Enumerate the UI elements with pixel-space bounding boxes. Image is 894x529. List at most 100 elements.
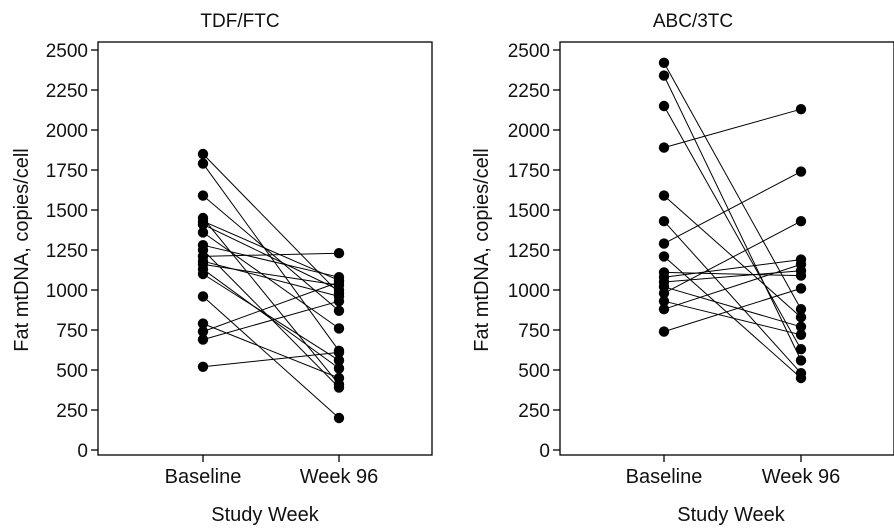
x-axis-label: Study Week bbox=[677, 504, 785, 526]
series-15 bbox=[658, 259, 807, 315]
y-tick-label: 2500 bbox=[46, 41, 88, 62]
y-tick-label: 2000 bbox=[508, 121, 550, 142]
series-14 bbox=[197, 268, 345, 366]
y-tick-label: 1500 bbox=[508, 201, 550, 222]
series-line bbox=[663, 220, 802, 294]
series-6 bbox=[658, 216, 807, 379]
series-line bbox=[663, 271, 802, 277]
series-line bbox=[663, 286, 802, 328]
series-16 bbox=[658, 283, 807, 337]
data-point-week-96 bbox=[795, 104, 807, 115]
series-line bbox=[663, 220, 802, 374]
data-point-week-96 bbox=[795, 216, 807, 227]
data-point-baseline bbox=[197, 190, 209, 201]
series-18 bbox=[197, 296, 345, 345]
series-line bbox=[663, 270, 802, 283]
data-point-baseline bbox=[658, 70, 670, 81]
y-tick-label: 1250 bbox=[46, 241, 88, 262]
series-14 bbox=[658, 296, 807, 340]
x-axis-label: Study Week bbox=[211, 504, 319, 526]
y-tick-label: 500 bbox=[518, 361, 550, 382]
data-point-baseline bbox=[197, 148, 209, 160]
series-8 bbox=[658, 251, 807, 384]
series-7 bbox=[658, 166, 807, 249]
series-line bbox=[202, 231, 340, 329]
data-point-week-96 bbox=[333, 355, 345, 366]
data-point-baseline bbox=[197, 318, 209, 329]
series-12 bbox=[197, 259, 345, 291]
y-tick-label: 2500 bbox=[508, 41, 550, 62]
series-10 bbox=[197, 248, 345, 262]
series-line bbox=[663, 195, 802, 318]
series-line bbox=[202, 296, 340, 419]
y-tick-label: 1500 bbox=[46, 201, 88, 222]
series-4 bbox=[197, 212, 345, 390]
data-point-week-96 bbox=[795, 344, 807, 355]
data-point-week-96 bbox=[333, 363, 345, 374]
data-point-baseline bbox=[658, 238, 670, 249]
data-point-baseline bbox=[658, 304, 670, 315]
y-axis-label: Fat mtDNA, copies/cell bbox=[471, 148, 493, 351]
series-line bbox=[663, 263, 802, 310]
data-point-week-96 bbox=[333, 347, 345, 358]
series-2 bbox=[658, 70, 807, 366]
data-point-baseline bbox=[197, 326, 209, 337]
series-line bbox=[663, 256, 802, 379]
series-line bbox=[202, 268, 340, 369]
x-tick-label: Baseline bbox=[626, 466, 703, 488]
series-17 bbox=[197, 276, 345, 337]
series-line bbox=[202, 351, 340, 368]
series-line bbox=[202, 323, 340, 379]
data-point-week-96 bbox=[795, 166, 807, 177]
data-point-week-96 bbox=[333, 382, 345, 393]
series-line bbox=[202, 263, 340, 286]
data-point-week-96 bbox=[795, 304, 807, 315]
y-tick-label: 2250 bbox=[46, 81, 88, 102]
data-point-baseline bbox=[197, 158, 209, 169]
series-1 bbox=[197, 148, 345, 299]
series-16 bbox=[197, 318, 345, 384]
series-19 bbox=[197, 347, 345, 372]
chart-panel-1: TDF/FTC 0 250 500 750 1000 1250 1500 1750 2000 225… bbox=[11, 11, 433, 526]
y-tick-label: 1000 bbox=[508, 281, 550, 302]
chart-panel-2: ABC/3TC 0 250 500 750 1000 1250 1500 1750 2000 225… bbox=[471, 11, 894, 526]
y-tick-label: 500 bbox=[56, 361, 88, 382]
data-point-baseline bbox=[658, 190, 670, 201]
data-point-baseline bbox=[658, 296, 670, 307]
y-tick-label: 0 bbox=[77, 441, 88, 462]
series-13 bbox=[658, 216, 807, 299]
series-line bbox=[202, 260, 340, 297]
data-point-week-96 bbox=[795, 321, 807, 332]
series-4 bbox=[658, 104, 807, 153]
data-point-baseline bbox=[658, 251, 670, 262]
data-point-week-96 bbox=[333, 372, 345, 384]
series-line bbox=[202, 220, 340, 281]
y-tick-label: 0 bbox=[539, 441, 550, 462]
series-line bbox=[663, 105, 802, 350]
data-point-baseline bbox=[197, 219, 209, 230]
y-axis-label: Fat mtDNA, copies/cell bbox=[11, 148, 33, 351]
series-line bbox=[663, 259, 802, 278]
data-point-week-96 bbox=[333, 323, 345, 334]
y-tick-label: 750 bbox=[518, 321, 550, 342]
data-point-baseline bbox=[197, 334, 209, 345]
data-point-baseline bbox=[658, 142, 670, 153]
series-15 bbox=[197, 291, 345, 424]
data-point-week-96 bbox=[333, 305, 345, 316]
series-3 bbox=[197, 190, 345, 316]
y-tick-label: 2250 bbox=[508, 81, 550, 102]
series-line bbox=[663, 62, 802, 310]
data-point-baseline bbox=[658, 288, 670, 299]
series-line bbox=[663, 300, 802, 336]
y-tick-label: 250 bbox=[518, 401, 550, 422]
series-line bbox=[202, 244, 340, 278]
series-line bbox=[202, 217, 340, 385]
data-point-baseline bbox=[658, 57, 670, 68]
y-tick-label: 250 bbox=[56, 401, 88, 422]
series-line bbox=[663, 108, 802, 149]
data-point-week-96 bbox=[795, 329, 807, 340]
y-tick-label: 2000 bbox=[46, 121, 88, 142]
data-point-baseline bbox=[658, 326, 670, 337]
series-line bbox=[202, 252, 340, 257]
